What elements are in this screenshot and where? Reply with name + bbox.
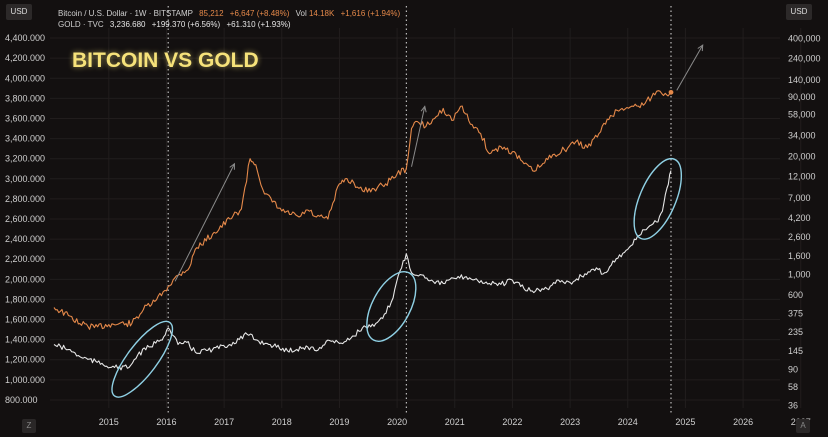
btc-legend-name: Bitcoin / U.S. Dollar · 1W · BITSTAMP [58,9,193,18]
vertical-markers [167,6,672,414]
gold-legend-price: 3,236.680 [110,20,146,29]
left-tick-label: 1,400.000 [5,335,45,345]
x-tick-label: 2024 [618,417,638,427]
right-tick-label: 400,000 [788,33,821,43]
trend-arrow-line [411,106,426,167]
left-tick-label: 1,000.000 [5,375,45,385]
left-tick-label: 4,200.000 [5,53,45,63]
gold-series-line[interactable] [53,90,672,330]
gold-legend[interactable]: GOLD · TVC 3,236.680 +199.370 (+6.56%) +… [58,20,291,29]
right-tick-label: 90 [788,365,798,375]
x-tick-label: 2020 [387,417,407,427]
left-tick-label: 2,200.000 [5,254,45,264]
right-tick-label: 7,000 [788,193,811,203]
btc-legend-change: +6,647 (+8.48%) [230,9,290,18]
left-tick-label: 4,400.000 [5,33,45,43]
trend-arrow-head [229,162,236,170]
x-tick-label: 2023 [560,417,580,427]
right-currency-label[interactable]: USD [786,4,812,20]
x-tick-label: 2018 [272,417,292,427]
left-tick-label: 800.000 [5,395,38,405]
right-tick-label: 90,000 [788,92,816,102]
left-currency-label[interactable]: USD [6,4,32,20]
x-tick-label: 2025 [675,417,695,427]
trend-arrow-head [697,44,704,52]
left-tick-label: 3,200.000 [5,154,45,164]
right-tick-label: 4,200 [788,213,811,223]
x-tick-label: 2022 [502,417,522,427]
left-tick-label: 2,600.000 [5,214,45,224]
right-tick-label: 1,600 [788,251,811,261]
trend-arrow-head [420,105,427,113]
trend-arrow-line [174,163,235,282]
left-tick-label: 1,800.000 [5,294,45,304]
btc-legend-price: 85,212 [199,9,224,18]
left-tick-label: 4,000.000 [5,73,45,83]
left-corner-button[interactable]: Z [22,419,36,433]
gold-legend-change2: +61.310 (+1.93%) [226,20,290,29]
right-tick-label: 1,000 [788,270,811,280]
right-tick-label: 2,600 [788,232,811,242]
series-lines[interactable] [53,89,674,371]
left-tick-label: 1,600.000 [5,315,45,325]
right-axis-ticks: 36 58 90 145 235 375 600 1,000 1,600 2,600 4,200 7,… [788,33,821,410]
btc-legend-vol-label: Vol [296,9,307,18]
annotations [111,44,704,398]
x-tick-label: 2026 [733,417,753,427]
left-tick-label: 3,600.000 [5,113,45,123]
x-tick-label: 2021 [445,417,465,427]
trend-arrow-line [676,44,704,91]
right-tick-label: 145 [788,346,803,356]
right-corner-button[interactable]: A [796,419,810,433]
gold-legend-change: +199.370 (+6.56%) [152,20,221,29]
left-tick-label: 2,000.000 [5,274,45,284]
btc-legend-vol: 14.18K [309,9,335,18]
bitcoin-series-line[interactable] [53,170,672,371]
right-tick-label: 12,000 [788,172,816,182]
left-tick-label: 2,800.000 [5,194,45,204]
right-tick-label: 140,000 [788,75,821,85]
btc-legend-vol-change: +1,616 (+1.94%) [341,9,401,18]
x-tick-label: 2016 [156,417,176,427]
gold-last-point [668,89,674,95]
x-tick-label: 2015 [99,417,119,427]
chart-title: BITCOIN VS GOLD [72,49,259,72]
right-tick-label: 20,000 [788,151,816,161]
grid-lines [50,28,802,408]
highlight-ellipse [633,157,683,240]
right-tick-label: 36 [788,401,798,411]
left-axis-ticks: 800.000 1,000.000 1,200.000 1,400.000 1,600.… [5,33,45,405]
right-tick-label: 34,000 [788,131,816,141]
right-tick-label: 58 [788,382,798,392]
left-tick-label: 3,000.000 [5,174,45,184]
x-tick-label: 2017 [214,417,234,427]
left-tick-label: 3,800.000 [5,93,45,103]
right-tick-label: 235 [788,327,803,337]
highlight-ellipse [111,320,174,398]
left-tick-label: 1,200.000 [5,355,45,365]
left-tick-label: 3,400.000 [5,134,45,144]
right-tick-label: 600 [788,290,803,300]
btc-legend[interactable]: Bitcoin / U.S. Dollar · 1W · BITSTAMP 85… [58,9,401,18]
x-tick-label: 2019 [329,417,349,427]
x-axis-ticks: 2015 2016 2017 2018 2019 2020 2021 2022 2023 2024… [99,417,811,427]
right-tick-label: 375 [788,308,803,318]
left-tick-label: 2,400.000 [5,234,45,244]
gold-legend-name: GOLD · TVC [58,20,104,29]
right-tick-label: 58,000 [788,110,816,120]
highlight-ellipse [366,271,417,342]
right-tick-label: 240,000 [788,53,821,63]
